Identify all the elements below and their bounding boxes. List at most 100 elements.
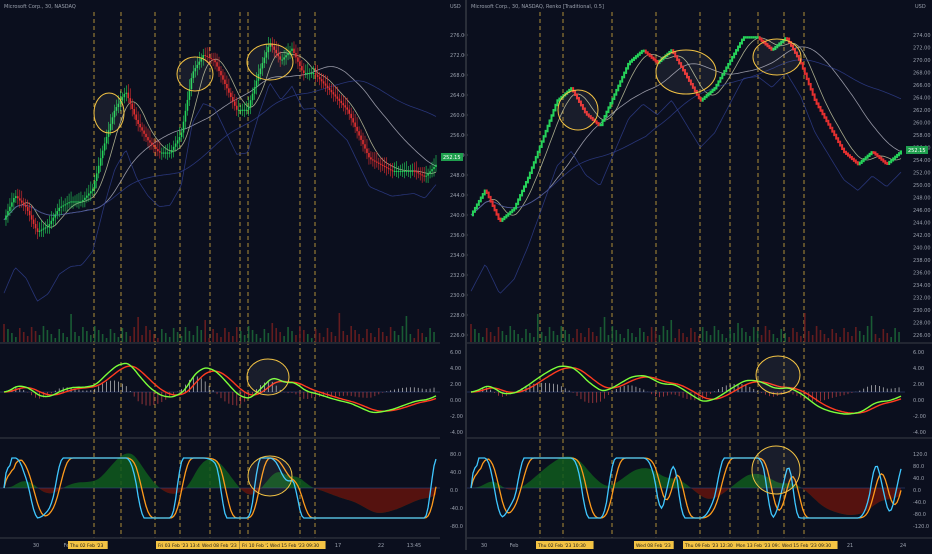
candle-body (186, 99, 189, 111)
price-tick-label: 244.00 (450, 193, 468, 199)
candle-body (20, 200, 23, 203)
volume-bar (591, 332, 594, 342)
candle-body (131, 103, 134, 110)
renko-brick (750, 36, 753, 39)
date-tag-box (68, 541, 108, 549)
left-chart-pane[interactable]: Microsoft Corp., 30, NASDAQ USD 276.00 27… (0, 4, 468, 549)
candle-body (68, 202, 70, 204)
candle-body (86, 195, 88, 198)
price-tick-label: 274.00 (913, 33, 931, 39)
candle-body (431, 169, 433, 172)
renko-brick (888, 160, 891, 165)
volume-bar (145, 326, 147, 342)
volume-bar (346, 335, 349, 342)
candle-body (287, 53, 289, 56)
price-tick-label: 252.00 (913, 171, 931, 177)
candle-body (206, 55, 208, 57)
candle-body (301, 66, 303, 71)
candle-body (399, 170, 402, 172)
candle-body (318, 76, 321, 80)
right-chart-pane[interactable]: Microsoft Corp., 30, NASDAQ, Renko [Trad… (467, 4, 931, 549)
volume-bar (588, 328, 590, 342)
candle-body (62, 205, 64, 207)
volume-bar (22, 332, 25, 342)
price-tick-label: 264.00 (450, 93, 468, 99)
renko-brick (703, 95, 706, 100)
right-symbol-title: Microsoft Corp., 30, NASDAQ, Renko [Trad… (471, 4, 604, 10)
volume-bar (682, 333, 684, 342)
candle-body (383, 165, 386, 168)
candle-body (198, 61, 201, 65)
volume-bar (784, 333, 786, 342)
oscillator-tick-label: 40.0 (913, 476, 924, 482)
renko-brick (740, 38, 743, 45)
volume-bar (350, 326, 352, 342)
renko-brick (846, 152, 849, 157)
volume-bar (686, 337, 688, 342)
macd-tick-label: 0.00 (913, 398, 924, 404)
volume-bar (62, 333, 64, 342)
candle-body (78, 201, 80, 203)
volume-bar (756, 331, 759, 342)
volume-bar (342, 331, 345, 342)
candle-body (127, 92, 130, 99)
candle-body (117, 103, 120, 108)
renko-brick (900, 150, 902, 155)
highlight-circle (246, 43, 294, 81)
volume-bar (831, 329, 834, 342)
candle-body (352, 118, 354, 123)
candle-body (354, 122, 356, 127)
renko-brick (507, 212, 510, 217)
volume-bar (823, 334, 826, 342)
candle-body (103, 143, 106, 151)
candle-body (368, 152, 370, 158)
renko-brick (634, 55, 637, 60)
macd-tick-label: 4.00 (450, 366, 461, 372)
candle-body (161, 152, 163, 154)
volume-bar (86, 331, 88, 342)
candle-body (208, 56, 210, 58)
renko-brick (542, 135, 545, 143)
candle-body (243, 109, 246, 111)
volume-bar (263, 329, 266, 342)
candle-body (97, 165, 100, 174)
candle-body (293, 48, 295, 54)
candle-body (66, 203, 68, 205)
candle-body (18, 198, 21, 201)
volume-bar (370, 333, 372, 342)
candle-body (121, 97, 124, 101)
volume-bar (749, 336, 751, 342)
volume-bar (855, 327, 857, 342)
renko-brick (579, 100, 582, 107)
volume-bar (474, 329, 476, 342)
renko-brick (650, 54, 653, 59)
candle-body (316, 74, 319, 77)
renko-brick (640, 49, 643, 55)
renko-brick (471, 210, 474, 217)
candle-body (157, 149, 159, 152)
volume-bar (851, 336, 853, 342)
price-tick-label: 248.00 (913, 196, 931, 202)
renko-brick (595, 120, 598, 125)
candle-body (153, 144, 155, 147)
candle-body (52, 217, 55, 221)
renko-brick (556, 99, 559, 107)
volume-bar (3, 324, 5, 342)
candle-body (135, 114, 137, 120)
volume-bar (381, 332, 384, 342)
renko-brick (607, 106, 610, 114)
candle-body (74, 201, 76, 203)
candle-body (30, 215, 33, 220)
renko-brick (554, 103, 557, 112)
candle-body (155, 146, 157, 150)
volume-bar (674, 338, 677, 342)
volume-bar (800, 336, 802, 342)
candle-body (314, 73, 317, 75)
renko-brick (583, 107, 586, 114)
macd-tick-label: 6.00 (450, 350, 461, 356)
renko-brick (581, 103, 584, 110)
volume-bar (334, 336, 337, 342)
volume-bar (216, 333, 218, 342)
volume-bar (58, 329, 61, 342)
